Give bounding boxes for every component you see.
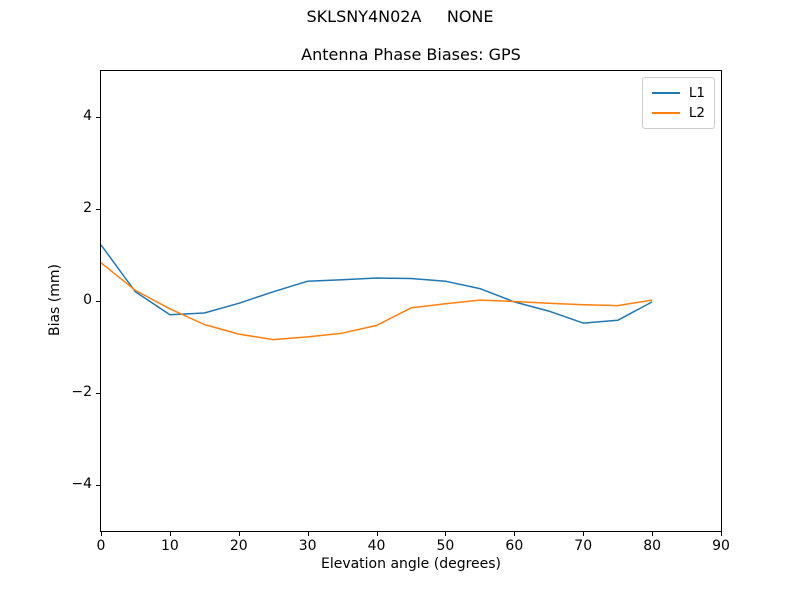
x-tick-mark: [101, 532, 102, 536]
x-tick-mark: [721, 532, 722, 536]
x-tick-label: 60: [505, 538, 524, 554]
x-tick-mark: [583, 532, 585, 536]
x-tick-label: 10: [160, 538, 179, 554]
series-line-l1: [101, 244, 653, 324]
y-tick-mark: [96, 301, 100, 302]
y-tick-mark: [96, 485, 100, 486]
x-tick-label: 70: [574, 538, 593, 554]
x-tick-mark: [514, 532, 516, 536]
chart-title: Antenna Phase Biases: GPS: [301, 45, 521, 64]
x-tick-label: 90: [712, 538, 730, 554]
y-tick-label: 2: [83, 200, 92, 216]
legend: L1 L2: [641, 77, 715, 129]
x-tick-label: 0: [96, 538, 106, 554]
x-tick-mark: [652, 532, 654, 536]
y-tick-mark: [96, 209, 100, 210]
plot-canvas: [101, 244, 653, 341]
x-tick-mark: [238, 532, 240, 536]
legend-entry-l2: L2: [651, 103, 705, 123]
x-tick-mark: [445, 532, 447, 536]
y-tick-mark: [96, 393, 100, 394]
legend-label-l1: L1: [688, 84, 705, 101]
figure-suptitle: SKLSNY4N02A NONE: [306, 7, 494, 26]
legend-entry-l1: L1: [651, 83, 705, 103]
series-line-l2: [101, 262, 653, 341]
plot-area: L1 L2: [100, 70, 722, 532]
y-tick-label: −4: [71, 476, 92, 492]
y-tick-label: 4: [83, 108, 92, 124]
l1-line-swatch: [651, 92, 680, 94]
y-tick-label: 0: [83, 292, 92, 308]
l2-line-swatch: [651, 112, 680, 114]
x-tick-mark: [376, 532, 378, 536]
x-axis-label: Elevation angle (degrees): [320, 556, 502, 572]
legend-label-l2: L2: [688, 104, 705, 121]
x-tick-mark: [307, 532, 309, 536]
x-tick-label: 40: [367, 538, 386, 554]
x-tick-label: 20: [229, 538, 248, 554]
x-tick-label: 80: [643, 538, 662, 554]
y-tick-mark: [96, 117, 100, 118]
x-tick-mark: [169, 532, 171, 536]
x-tick-label: 50: [436, 538, 455, 554]
y-tick-label: −2: [71, 384, 92, 400]
x-tick-label: 30: [298, 538, 317, 554]
